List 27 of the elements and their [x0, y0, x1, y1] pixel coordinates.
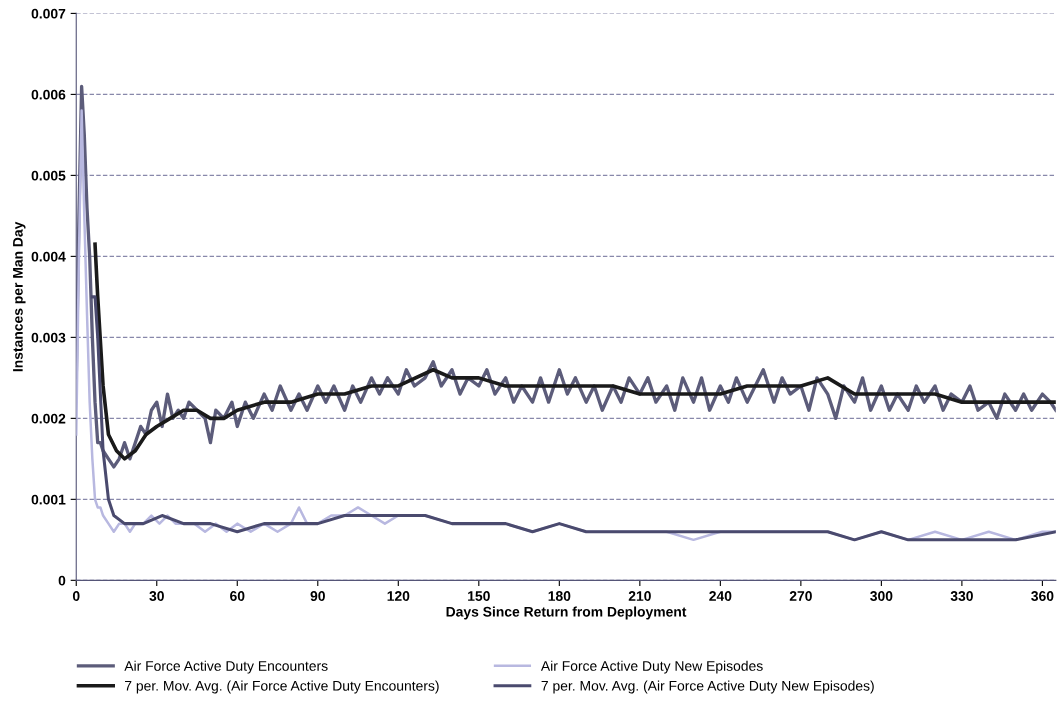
x-tick-label: 30 [149, 591, 164, 601]
y-tick-label: 0.001 [31, 494, 66, 505]
x-tick-label: 90 [310, 591, 325, 601]
y-tick-label: 0.006 [31, 89, 66, 100]
x-tick-label: 270 [789, 591, 812, 601]
legend-label: Air Force Active Duty New Episodes [540, 660, 763, 674]
y-tick-label: 0.004 [31, 251, 66, 262]
legend-label: 7 per. Mov. Avg. (Air Force Active Duty New Episodes) [541, 680, 874, 694]
x-tick-label: 240 [709, 591, 732, 601]
x-tick-label: 0 [72, 591, 80, 601]
x-tick-label: 150 [468, 591, 490, 601]
x-tick-label: 210 [628, 591, 651, 601]
legend-label: 7 per. Mov. Avg. (Air Force Active Duty Encounters) [125, 680, 439, 694]
x-axis-title: Days Since Return from Deployment [446, 606, 687, 620]
y-tick-label: 0.007 [31, 8, 66, 19]
y-axis-title: Instances per Man Day [13, 221, 26, 372]
y-tick-label: 0.002 [31, 413, 66, 424]
y-tick-label: 0.005 [31, 170, 66, 181]
x-tick-label: 60 [230, 591, 245, 601]
legend-label: Air Force Active Duty Encounters [124, 660, 328, 674]
x-tick-label: 300 [870, 591, 893, 601]
x-tick-label: 330 [950, 591, 973, 601]
x-tick-label: 180 [548, 591, 571, 601]
x-tick-label: 360 [1031, 591, 1054, 601]
y-tick-label: 0.003 [31, 332, 66, 343]
x-tick-label: 120 [387, 591, 410, 601]
y-tick-label: 0 [58, 575, 66, 586]
